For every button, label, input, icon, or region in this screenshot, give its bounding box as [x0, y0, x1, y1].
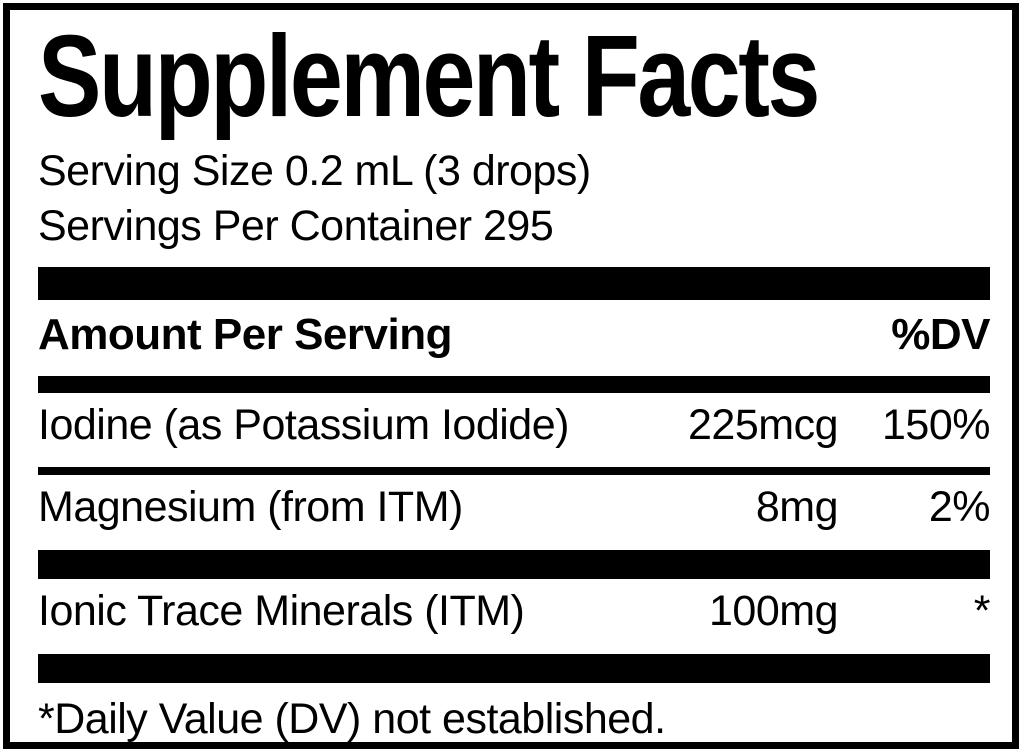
ingredient-name: Iodine (as Potassium Iodide) [38, 401, 569, 450]
table-row-iodine: Iodine (as Potassium Iodide) 225mcg 150% [38, 393, 991, 457]
ingredient-dv: 2% [928, 482, 991, 531]
divider-heavy-bottom [38, 654, 990, 684]
ingredient-dv: 150% [882, 401, 990, 450]
ingredient-amount: 8mg [755, 482, 839, 531]
ingredient-dv: * [973, 586, 991, 635]
table-row-ionic-trace-minerals: Ionic Trace Minerals (ITM) 100mg * [38, 579, 991, 643]
ingredient-amount: 100mg [709, 586, 838, 635]
servings-per-container: Servings Per Container 295 [38, 201, 554, 250]
divider-medium-header [38, 376, 990, 394]
panel-content: Supplement Facts Serving Size 0.2 mL (3 … [10, 11, 1012, 744]
divider-heavy-mid [38, 549, 990, 579]
serving-size: Serving Size 0.2 mL (3 drops) [38, 146, 591, 195]
column-header-row: Amount Per Serving %DV [38, 300, 991, 369]
supplement-facts-panel: Supplement Facts Serving Size 0.2 mL (3 … [3, 3, 1019, 749]
divider-thin-row [38, 466, 990, 475]
daily-value-footnote: *Daily Value (DV) not established. [38, 695, 666, 744]
ingredient-amount: 225mcg [688, 401, 838, 450]
panel-title: Supplement Facts [38, 11, 820, 141]
amount-per-serving-header: Amount Per Serving [38, 309, 452, 359]
serving-info: Serving Size 0.2 mL (3 drops) Servings P… [38, 144, 990, 254]
ingredient-name: Magnesium (from ITM) [38, 482, 463, 531]
percent-dv-header: %DV [891, 309, 990, 359]
divider-heavy-top [38, 266, 990, 300]
ingredient-name: Ionic Trace Minerals (ITM) [38, 586, 525, 635]
table-row-magnesium: Magnesium (from ITM) 8mg 2% [38, 475, 991, 539]
